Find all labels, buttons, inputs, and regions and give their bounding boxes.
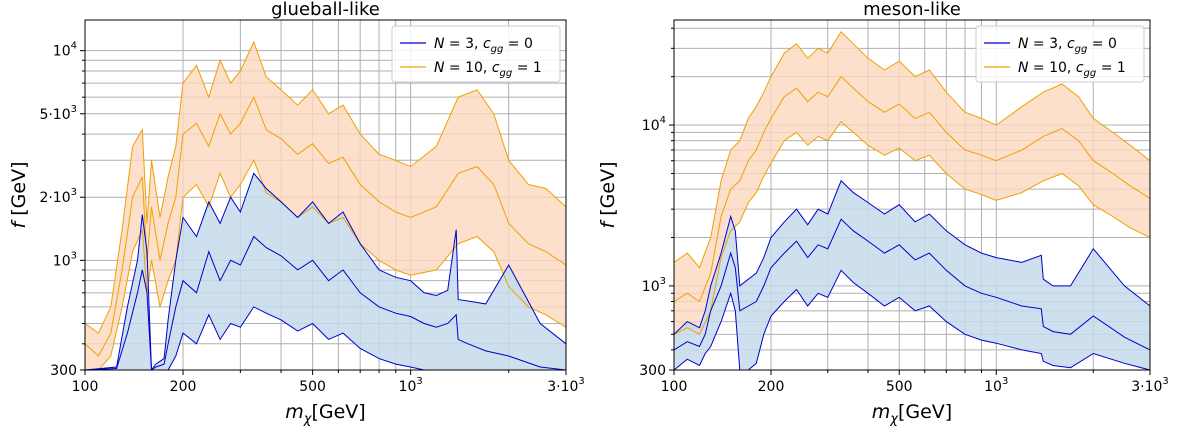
band-n10	[674, 31, 1150, 335]
x-tick-label: 103	[399, 376, 423, 395]
y-tick-label: 2·103	[39, 187, 77, 206]
series-line-n10-lower	[85, 159, 566, 370]
series-line-n3-lower	[85, 306, 566, 370]
x-tick-label: 3·103	[547, 376, 585, 395]
panel-glueball-like: 100 200 500 103 3·103 300 103 2·103 5·103 104 mχ[G…	[8, 0, 585, 427]
y-tick-label: 104	[53, 41, 77, 60]
series-line-n3-upper	[85, 172, 566, 370]
band-n10	[85, 42, 566, 370]
y-tick-label: 300	[639, 363, 666, 379]
x-axis: 100 200 500 103 3·103	[661, 370, 1169, 395]
y-axis: 300 103 104	[639, 27, 674, 379]
x-tick-label: 200	[170, 379, 197, 395]
y-tick-label: 103	[53, 250, 77, 269]
series-line-n10-lower	[674, 120, 1150, 335]
x-axis: 100 200 500 103 3·103	[72, 370, 585, 395]
y-tick-label: 5·103	[39, 104, 77, 123]
x-tick-label: 3·103	[1131, 376, 1169, 395]
x-tick-label: 100	[72, 379, 99, 395]
legend-label: N = 3, cgg = 0	[1018, 36, 1117, 55]
series-line-n3-mid	[85, 235, 566, 370]
x-axis-title: mχ[GeV]	[872, 401, 952, 427]
y-axis: 300 103 2·103 5·103 104	[39, 41, 85, 379]
legend: N = 3, cgg = 0 N = 10, cgg = 1	[975, 25, 1145, 83]
legend-label: N = 3, cgg = 0	[434, 36, 533, 55]
panel-title: glueball-like	[271, 0, 380, 20]
series-line-n10-upper	[674, 31, 1150, 269]
y-tick-label: 104	[642, 115, 666, 134]
legend-label: N = 10, cgg = 1	[434, 60, 542, 79]
x-tick-label: 500	[299, 379, 326, 395]
legend: N = 3, cgg = 0 N = 10, cgg = 1	[391, 25, 561, 83]
series-line-n10-mid	[674, 75, 1150, 303]
series-line-n3-mid	[674, 218, 1150, 351]
x-tick-label: 103	[984, 376, 1008, 395]
series-line-n3-lower	[674, 269, 1150, 370]
legend-box	[391, 25, 561, 83]
series-line-n10-upper	[85, 40, 566, 334]
panel-meson-like: 100 200 500 103 3·103 300 103 104 mχ[GeV] f [GeV]…	[597, 0, 1169, 427]
axes-frame	[84, 19, 567, 371]
legend-label: N = 10, cgg = 1	[1018, 60, 1126, 79]
panel-title: meson-like	[863, 0, 961, 20]
band-n3	[674, 180, 1150, 370]
x-tick-label: 200	[758, 379, 785, 395]
y-tick-label: 103	[642, 276, 666, 295]
y-axis-title: f [GeV]	[8, 162, 30, 229]
band-n3	[85, 173, 566, 370]
y-tick-label: 300	[50, 363, 77, 379]
plot-area	[85, 40, 566, 370]
x-axis-title: mχ[GeV]	[285, 401, 365, 427]
plot-area	[674, 31, 1150, 370]
x-tick-label: 100	[661, 379, 688, 395]
legend-box	[975, 25, 1145, 83]
series-line-n3-upper	[674, 179, 1150, 335]
axes-frame	[673, 19, 1151, 371]
x-tick-label: 500	[886, 379, 913, 395]
y-axis-title: f [GeV]	[597, 162, 619, 229]
